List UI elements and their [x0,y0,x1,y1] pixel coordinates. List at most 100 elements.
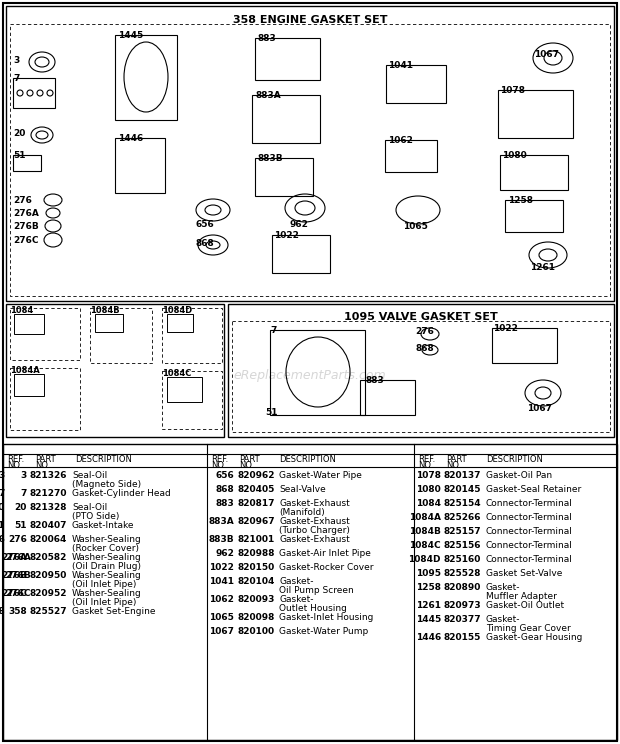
Text: 1084C: 1084C [409,541,441,550]
Text: 883: 883 [215,499,234,508]
Text: 1084B: 1084B [409,527,441,536]
Text: 962: 962 [290,220,309,229]
Text: 821270: 821270 [30,489,68,498]
Bar [360,380,415,415]
Text: 276: 276 [0,535,5,544]
Bar [498,90,573,138]
Text: 3: 3 [20,471,27,480]
Text: 820952: 820952 [30,589,68,598]
Text: 820137: 820137 [444,471,482,480]
Text: 868: 868 [196,239,215,248]
Text: 3: 3 [0,471,5,480]
Text: 883: 883 [365,376,384,385]
Text: 1261: 1261 [416,601,441,610]
Text: NO.: NO. [446,461,461,470]
Bar [3,444,617,740]
Text: (Turbo Charger): (Turbo Charger) [279,526,350,535]
Bar [162,308,222,363]
Text: 883A: 883A [255,91,281,100]
Text: Gasket-Cylinder Head: Gasket-Cylinder Head [72,489,170,498]
Text: 276: 276 [8,535,27,544]
Text: 1041: 1041 [209,577,234,586]
Text: NO.: NO. [7,461,22,470]
Text: 1080: 1080 [416,485,441,494]
Text: 276C: 276C [5,589,30,598]
Text: 820377: 820377 [444,615,482,624]
Text: 825528: 825528 [444,569,482,578]
Text: 820962: 820962 [237,471,275,480]
Text: Gasket-Exhaust: Gasket-Exhaust [279,535,350,544]
Bar [13,155,41,171]
Text: 1067: 1067 [534,50,559,59]
Bar [255,158,313,196]
Text: 868: 868 [215,485,234,494]
Text: 1084D: 1084D [409,555,441,564]
Text: Outlet Housing: Outlet Housing [279,604,347,613]
Bar [90,308,152,363]
Text: DESCRIPTION: DESCRIPTION [486,455,543,464]
Bar [252,95,320,143]
Text: Connector-Terminal: Connector-Terminal [486,527,573,536]
Text: 20: 20 [13,129,25,138]
Text: (Manifold): (Manifold) [279,508,325,517]
Text: (Oil Inlet Pipe): (Oil Inlet Pipe) [72,598,136,607]
Text: DESCRIPTION: DESCRIPTION [75,455,132,464]
Bar [385,140,437,172]
Text: 1022: 1022 [493,324,518,333]
Text: Gasket-Exhaust: Gasket-Exhaust [279,499,350,508]
Text: 1095: 1095 [416,569,441,578]
Text: 1022: 1022 [209,563,234,572]
Text: 656: 656 [215,471,234,480]
Text: Washer-Sealing: Washer-Sealing [72,589,142,598]
Text: 1258: 1258 [416,583,441,592]
Text: 820093: 820093 [237,595,275,604]
Text: Gasket-Oil Outlet: Gasket-Oil Outlet [486,601,564,610]
Text: 1041: 1041 [388,61,413,70]
Text: 1067: 1067 [209,627,234,636]
Text: Gasket-Water Pipe: Gasket-Water Pipe [279,471,362,480]
Text: 820988: 820988 [237,549,275,558]
Text: 358: 358 [0,607,5,616]
Bar [10,24,610,296]
Text: Timing Gear Cover: Timing Gear Cover [486,624,571,633]
Text: Seal-Oil: Seal-Oil [72,471,107,480]
Text: 1067: 1067 [527,404,552,413]
Text: 51: 51 [14,521,27,530]
Text: NO.: NO. [211,461,226,470]
Text: Gasket Set-Valve: Gasket Set-Valve [486,569,562,578]
Text: Gasket-Seal Retainer: Gasket-Seal Retainer [486,485,582,494]
Text: 276A: 276A [13,209,39,218]
Text: Muffler Adapter: Muffler Adapter [486,592,557,601]
Bar [492,328,557,363]
Bar [10,368,80,430]
Text: 825154: 825154 [444,499,482,508]
Bar [500,155,568,190]
Text: 1084A: 1084A [409,513,441,522]
Bar [162,371,222,429]
Bar [6,304,224,437]
Bar [255,38,320,80]
Text: Gasket-Water Pump: Gasket-Water Pump [279,627,368,636]
Text: 1065: 1065 [209,613,234,622]
Text: Gasket-: Gasket- [486,583,521,592]
Text: 820064: 820064 [30,535,68,544]
Bar [228,304,614,437]
Text: Connector-Terminal: Connector-Terminal [486,555,573,564]
Text: Oil Pump Screen: Oil Pump Screen [279,586,354,595]
Bar [14,374,44,396]
Text: Gasket-Gear Housing: Gasket-Gear Housing [486,633,582,642]
Text: 820582: 820582 [30,553,68,562]
Text: 1095 VALVE GASKET SET: 1095 VALVE GASKET SET [344,312,498,322]
Text: 820405: 820405 [237,485,275,494]
Text: 825160: 825160 [444,555,481,564]
Text: 1084A: 1084A [10,366,40,375]
Text: 276A: 276A [1,553,27,562]
Text: REF.: REF. [211,455,228,464]
Text: 825527: 825527 [30,607,68,616]
Text: 1062: 1062 [209,595,234,604]
Text: 820098: 820098 [237,613,275,622]
Bar [270,330,365,415]
Text: PART: PART [446,455,467,464]
Text: 1078: 1078 [500,86,525,95]
Text: 1022: 1022 [274,231,299,240]
